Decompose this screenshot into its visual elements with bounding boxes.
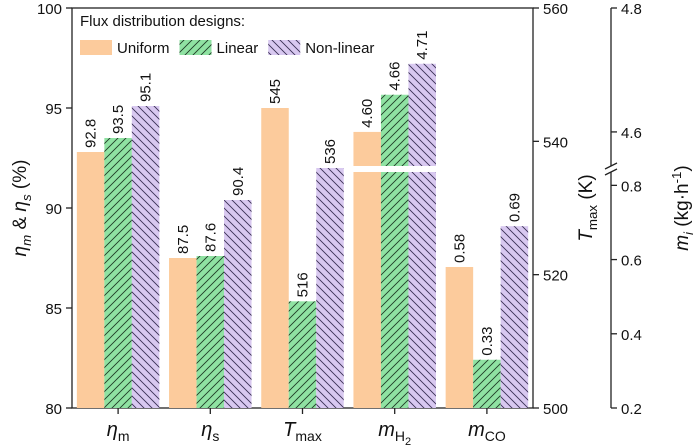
x-tick-label-part: η xyxy=(107,419,118,441)
y3-tick-label: 0.2 xyxy=(621,401,642,418)
value-label: 90.4 xyxy=(230,167,247,196)
legend-title: Flux distribution designs: xyxy=(80,13,245,30)
bar-hatch xyxy=(196,256,225,408)
y2-tick-label: 500 xyxy=(543,401,568,418)
y-axis-title-part: & xyxy=(10,212,31,235)
y2-axis-title-part: T xyxy=(576,229,597,242)
value-label: 92.8 xyxy=(83,119,100,148)
legend-hatch xyxy=(268,40,301,55)
bar-hatch xyxy=(104,138,132,408)
y2-axis-title-part: (K) xyxy=(576,174,597,205)
x-tick-label: Tmax xyxy=(283,419,322,444)
y3-axis-title-part: (kg·h xyxy=(672,183,693,232)
value-label: 4.71 xyxy=(414,31,431,60)
value-label: 0.58 xyxy=(451,234,468,263)
bar-lower xyxy=(353,172,381,408)
x-tick-label-part: s xyxy=(212,428,219,444)
y-axis-title-part: η xyxy=(10,246,31,257)
y2-tick-label: 540 xyxy=(543,134,568,151)
y3-axis-title: mi (kg·h-1) xyxy=(669,165,696,251)
value-label: 4.66 xyxy=(387,62,404,91)
value-label: 87.5 xyxy=(175,225,192,254)
y-tick-label: 95 xyxy=(45,101,62,118)
value-label: 516 xyxy=(295,272,312,297)
y2-axis-title: Tmax (K) xyxy=(576,174,600,241)
bar-hatch xyxy=(288,301,317,408)
x-tick-label-part: m xyxy=(468,419,485,441)
bar-hatch xyxy=(131,106,160,408)
y3-axis-title-part: ) xyxy=(672,165,693,171)
value-label: 0.33 xyxy=(479,327,496,356)
bar xyxy=(445,266,474,408)
bar-hatch xyxy=(380,172,409,408)
y3-tick-label: 0.4 xyxy=(621,327,642,344)
x-tick-label: mCO xyxy=(468,419,506,444)
y-axis-title-part: (%) xyxy=(10,160,31,195)
x-tick-label-part: max xyxy=(295,428,321,444)
bar xyxy=(353,131,381,166)
x-tick-label-part: m xyxy=(118,428,130,444)
x-tick-label-part: H xyxy=(395,428,405,444)
bar xyxy=(261,108,289,408)
y-axis-title-part: m xyxy=(19,235,34,246)
y3-tick-label: 0.6 xyxy=(621,253,642,270)
bar-hatch xyxy=(473,359,501,408)
legend-label: Uniform xyxy=(117,40,170,57)
x-tick-label-part: m xyxy=(378,419,395,441)
x-tick-label-part: η xyxy=(201,419,212,441)
x-tick-label: ηm xyxy=(107,419,130,444)
x-tick-label-part: 2 xyxy=(405,436,411,447)
value-label: 545 xyxy=(267,79,284,104)
axis-break xyxy=(604,168,618,176)
y3-axis-title-part: -1 xyxy=(669,172,684,184)
y-axis-title-part: s xyxy=(19,194,34,201)
y-tick-label: 80 xyxy=(45,401,62,418)
value-label: 87.6 xyxy=(202,223,219,252)
value-label: 4.60 xyxy=(359,99,376,128)
y-tick-label: 90 xyxy=(45,201,62,218)
y3-tick-label: 0.8 xyxy=(621,178,642,195)
y-tick-label: 100 xyxy=(37,1,62,18)
value-label: 95.1 xyxy=(138,73,155,102)
y2-tick-label: 520 xyxy=(543,268,568,285)
bar-hatch xyxy=(500,226,529,408)
axis-break xyxy=(604,162,618,170)
y2-axis-title-part: max xyxy=(585,205,600,230)
bar xyxy=(76,152,105,408)
bar-hatch xyxy=(408,63,436,166)
x-tick-label-part: CO xyxy=(485,428,506,444)
y3-tick-label: 4.6 xyxy=(621,125,642,142)
x-tick-label: ηs xyxy=(201,419,219,444)
bar-hatch xyxy=(224,200,252,408)
y-axis-title-part: η xyxy=(10,201,31,212)
value-label: 536 xyxy=(322,139,339,164)
legend-label: Non-linear xyxy=(305,40,374,57)
y-tick-label: 85 xyxy=(45,301,62,318)
x-tick-label-part: T xyxy=(283,419,297,441)
y-axis-title: ηm & ηs (%) xyxy=(10,160,34,257)
value-label: 0.69 xyxy=(506,193,523,222)
bar-hatch xyxy=(316,168,344,408)
legend-hatch xyxy=(179,40,212,55)
legend-label: Linear xyxy=(217,40,259,57)
bar-hatch xyxy=(380,94,409,166)
y3-axis-title-part: i xyxy=(681,231,696,235)
x-tick-label: mH2 xyxy=(378,419,411,447)
bar-hatch xyxy=(408,172,436,408)
value-label: 93.5 xyxy=(110,105,127,134)
y3-axis-title-part: m xyxy=(672,235,693,251)
legend-swatch xyxy=(80,40,112,55)
bar xyxy=(169,258,197,408)
y2-tick-label: 560 xyxy=(543,1,568,18)
y3-tick-label: 4.8 xyxy=(621,1,642,18)
